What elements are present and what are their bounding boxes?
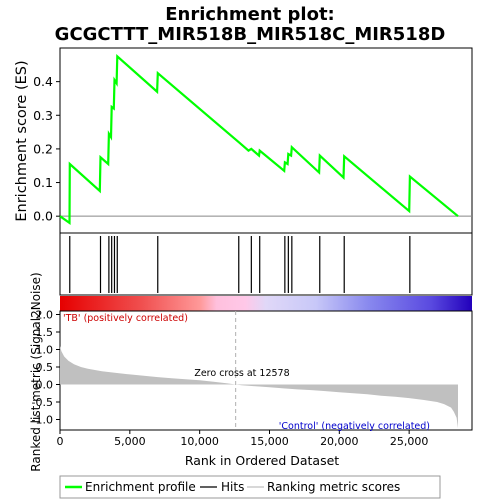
chart-title-line2: GCGCTTT_MIR518B_MIR518C_MIR518D bbox=[55, 24, 446, 45]
positive-correlated-label: 'TB' (positively correlated) bbox=[63, 313, 188, 324]
metric-y-tick-label: 0.0 bbox=[36, 379, 54, 392]
es-y-tick-label: 0.1 bbox=[33, 175, 53, 190]
x-tick-label: 25,000 bbox=[390, 435, 429, 448]
zero-cross-label: Zero cross at 12578 bbox=[194, 368, 289, 379]
x-axis: 0 5,000 10,000 15,000 20,000 25,000 bbox=[57, 430, 429, 448]
ranked-metric-area bbox=[60, 346, 458, 429]
hits-panel-frame bbox=[59, 232, 473, 296]
legend-label-enrichment: Enrichment profile bbox=[85, 480, 196, 494]
es-profile-line bbox=[59, 54, 459, 226]
x-tick-label: 10,000 bbox=[180, 435, 219, 448]
x-tick-label: 5,000 bbox=[114, 435, 146, 448]
es-y-tick-label: 0.2 bbox=[33, 141, 53, 156]
es-y-tick-label: 0.3 bbox=[33, 108, 53, 123]
metric-y-axis-label: Ranked list metric (Signal2Noise) bbox=[29, 272, 43, 471]
x-tick-label: 20,000 bbox=[320, 435, 359, 448]
metric-y-tick-label: -1.0 bbox=[32, 414, 53, 427]
es-y-axis: 0.0 0.1 0.2 0.3 0.4 bbox=[33, 74, 60, 224]
legend: Enrichment profile Hits Ranking metric s… bbox=[59, 475, 441, 499]
metric-y-tick-label: -0.5 bbox=[32, 396, 53, 409]
metric-y-tick-label: 1.0 bbox=[36, 344, 54, 357]
es-y-tick-label: 0.0 bbox=[33, 209, 53, 224]
x-tick-label: 15,000 bbox=[250, 435, 289, 448]
x-tick-label: 0 bbox=[57, 435, 64, 448]
x-axis-label: Rank in Ordered Dataset bbox=[185, 453, 339, 468]
metric-y-tick-label: 2.0 bbox=[36, 309, 54, 322]
legend-label-ranking: Ranking metric scores bbox=[267, 480, 400, 494]
legend-label-hits: Hits bbox=[221, 480, 244, 494]
es-y-tick-label: 0.4 bbox=[33, 74, 53, 89]
chart-title-line1: Enrichment plot: bbox=[165, 4, 335, 25]
negative-correlated-label: 'Control' (negatively correlated) bbox=[279, 421, 430, 432]
es-y-axis-label: Enrichment score (ES) bbox=[14, 60, 30, 221]
hits-ticks bbox=[69, 236, 411, 293]
metric-y-axis: -1.0 -0.5 0.0 0.5 1.0 1.5 2.0 bbox=[32, 309, 60, 427]
rank-color-bar bbox=[60, 296, 472, 311]
metric-y-tick-label: 0.5 bbox=[36, 361, 54, 374]
metric-y-tick-label: 1.5 bbox=[36, 326, 54, 339]
